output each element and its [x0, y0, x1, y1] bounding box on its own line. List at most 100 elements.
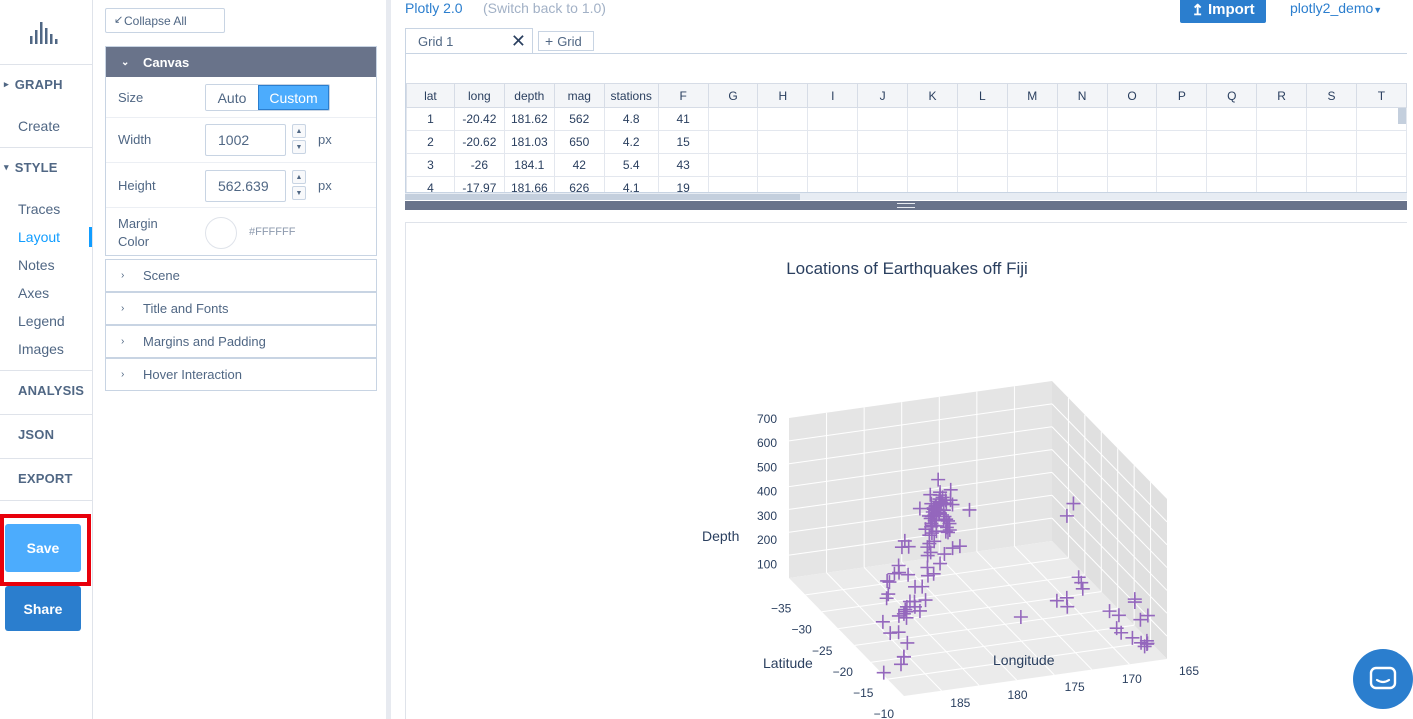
- grid-cell[interactable]: 562: [553, 107, 605, 131]
- nav-style-header[interactable]: ▾ STYLE: [0, 147, 92, 187]
- grid-cell[interactable]: [857, 153, 909, 177]
- grid-cell[interactable]: -26: [453, 153, 505, 177]
- grid-column-header[interactable]: J: [857, 83, 909, 108]
- grid-cell[interactable]: 650: [553, 130, 605, 154]
- grid-cell[interactable]: [707, 153, 759, 177]
- grid-column-header[interactable]: depth: [503, 83, 555, 108]
- grid-cell[interactable]: [1206, 130, 1258, 154]
- grid-cell[interactable]: [1256, 130, 1308, 154]
- grid-cell[interactable]: [1306, 176, 1357, 192]
- drag-handle-icon[interactable]: [897, 203, 915, 208]
- grid-cell[interactable]: [1306, 153, 1357, 177]
- grid-cell[interactable]: [1056, 130, 1108, 154]
- width-increment-icon[interactable]: ▲: [292, 124, 306, 138]
- grid-cell[interactable]: [807, 130, 859, 154]
- grid-cell[interactable]: [1056, 176, 1108, 192]
- grid-column-header[interactable]: long: [453, 83, 505, 108]
- grid-cell[interactable]: 2: [406, 130, 455, 154]
- grid-column-header[interactable]: K: [907, 83, 958, 108]
- grid-cell[interactable]: -20.42: [453, 107, 505, 131]
- grid-cell[interactable]: 1: [406, 107, 455, 131]
- grid-cell[interactable]: [757, 153, 809, 177]
- margin-color-swatch[interactable]: [205, 217, 237, 249]
- scrollbar-thumb[interactable]: [405, 194, 800, 200]
- grid-column-header[interactable]: lat: [406, 83, 455, 108]
- grid-cell[interactable]: [707, 107, 759, 131]
- grid-cell[interactable]: [1106, 176, 1158, 192]
- grid-cell[interactable]: 5.4: [603, 153, 659, 177]
- nav-item-images[interactable]: Images: [18, 341, 64, 357]
- margins-padding-section[interactable]: › Margins and Padding: [105, 325, 377, 358]
- grid-column-header[interactable]: F: [657, 83, 709, 108]
- grid-cell[interactable]: [956, 153, 1008, 177]
- grid-cell[interactable]: [1355, 130, 1407, 154]
- scatter3d-chart[interactable]: Locations of Earthquakes off Fiji 100 200…: [406, 223, 1408, 719]
- nav-analysis-header[interactable]: ANALYSIS: [0, 370, 92, 410]
- grid-cell[interactable]: [1156, 107, 1208, 131]
- grid-column-header[interactable]: T: [1355, 83, 1407, 108]
- add-grid-button[interactable]: + Grid: [538, 31, 594, 51]
- grid-cell[interactable]: [956, 130, 1008, 154]
- grid-cell[interactable]: [907, 107, 958, 131]
- title-fonts-section[interactable]: › Title and Fonts: [105, 292, 377, 325]
- nav-item-axes[interactable]: Axes: [18, 285, 50, 301]
- grid-cell[interactable]: [857, 176, 909, 192]
- grid-cell[interactable]: [1256, 153, 1308, 177]
- grid-cell[interactable]: 42: [553, 153, 605, 177]
- plotly-bars-icon[interactable]: [28, 20, 58, 44]
- grid-cell[interactable]: 41: [657, 107, 709, 131]
- grid-cell[interactable]: 43: [657, 153, 709, 177]
- grid-cell[interactable]: [1206, 107, 1258, 131]
- grid-cell[interactable]: 181.62: [503, 107, 555, 131]
- nav-export-header[interactable]: EXPORT: [0, 458, 92, 498]
- pane-splitter[interactable]: [405, 201, 1407, 210]
- share-button[interactable]: Share: [5, 586, 81, 631]
- grid-cell[interactable]: [1006, 130, 1058, 154]
- user-menu[interactable]: plotly2_demo▼: [1290, 0, 1383, 16]
- grid-cell[interactable]: 3: [406, 153, 455, 177]
- grid-cell[interactable]: [1206, 153, 1258, 177]
- grid-column-header[interactable]: O: [1106, 83, 1158, 108]
- grid-cell[interactable]: [1256, 107, 1308, 131]
- grid-column-header[interactable]: Q: [1206, 83, 1258, 108]
- grid-cell[interactable]: [1256, 176, 1308, 192]
- grid-column-header[interactable]: I: [807, 83, 859, 108]
- grid-cell[interactable]: [707, 176, 759, 192]
- hover-interaction-section[interactable]: › Hover Interaction: [105, 358, 377, 391]
- grid-cell[interactable]: [1156, 176, 1208, 192]
- grid-column-header[interactable]: G: [707, 83, 759, 108]
- width-decrement-icon[interactable]: ▼: [292, 140, 306, 154]
- height-input[interactable]: 562.639: [205, 170, 286, 202]
- grid-cell[interactable]: [1355, 176, 1407, 192]
- grid-cell[interactable]: -20.62: [453, 130, 505, 154]
- grid-cell[interactable]: [807, 153, 859, 177]
- grid-column-header[interactable]: P: [1156, 83, 1208, 108]
- grid-cell[interactable]: [1306, 130, 1357, 154]
- grid-cell[interactable]: [1106, 130, 1158, 154]
- grid-cell[interactable]: [907, 176, 958, 192]
- grid-column-header[interactable]: H: [757, 83, 809, 108]
- grid-horizontal-scrollbar[interactable]: [405, 193, 1407, 200]
- height-increment-icon[interactable]: ▲: [292, 170, 306, 184]
- grid-cell[interactable]: 181.66: [503, 176, 555, 192]
- grid-cell[interactable]: 4.1: [603, 176, 659, 192]
- grid-cell[interactable]: [757, 176, 809, 192]
- grid-cell[interactable]: [757, 130, 809, 154]
- size-custom-button[interactable]: Custom: [258, 85, 329, 110]
- nav-item-notes[interactable]: Notes: [18, 257, 55, 273]
- grid-cell[interactable]: [1056, 153, 1108, 177]
- nav-item-traces[interactable]: Traces: [18, 201, 61, 217]
- grid-cell[interactable]: [1156, 130, 1208, 154]
- height-decrement-icon[interactable]: ▼: [292, 186, 306, 200]
- chat-launcher[interactable]: [1353, 649, 1413, 709]
- grid-column-header[interactable]: M: [1006, 83, 1058, 108]
- grid-column-header[interactable]: mag: [553, 83, 605, 108]
- import-button[interactable]: ↥ Import: [1180, 0, 1266, 23]
- grid-cell[interactable]: [1006, 107, 1058, 131]
- grid-cell[interactable]: 4: [406, 176, 455, 192]
- grid-vertical-scrollbar[interactable]: [1398, 108, 1406, 124]
- grid-cell[interactable]: [907, 153, 958, 177]
- grid-cell[interactable]: 184.1: [503, 153, 555, 177]
- size-auto-button[interactable]: Auto: [206, 85, 258, 110]
- grid-cell[interactable]: [1006, 176, 1058, 192]
